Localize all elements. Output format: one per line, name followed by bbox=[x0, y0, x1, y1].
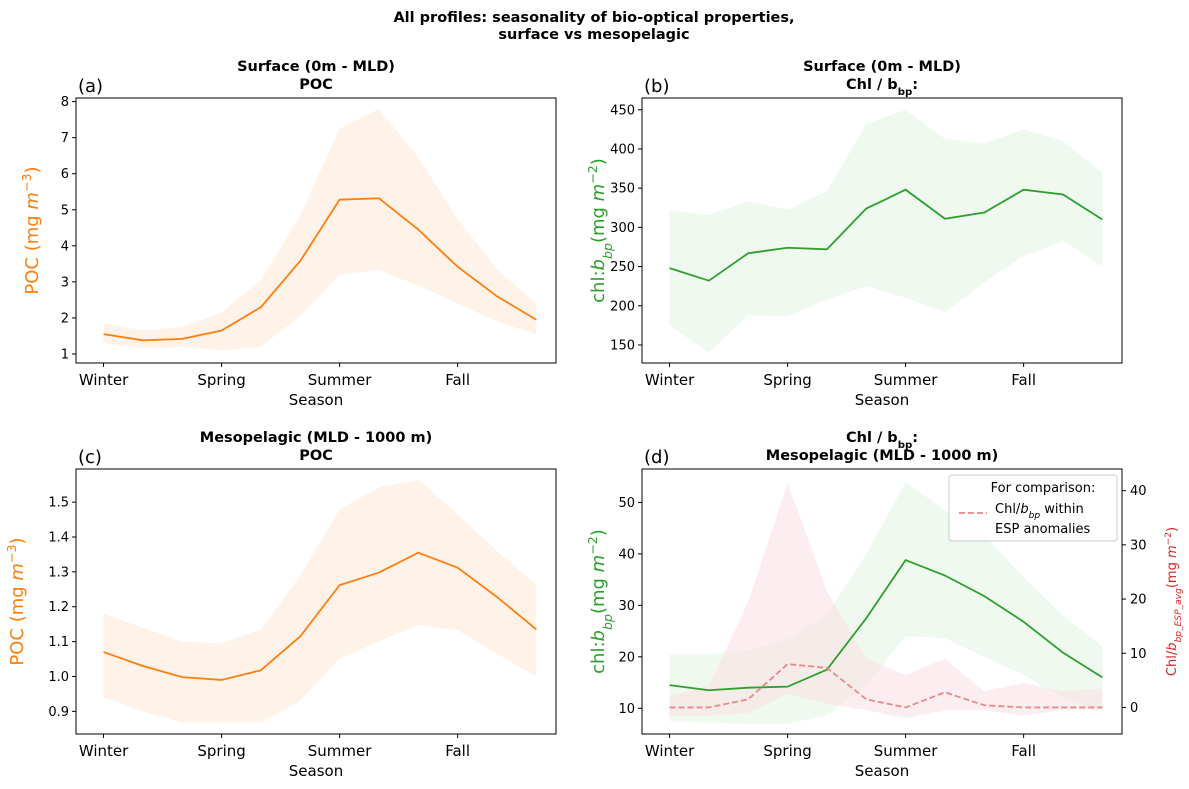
y-tick-label-d: 10 bbox=[618, 702, 635, 717]
x-tick-label-a: Summer bbox=[308, 371, 372, 389]
y-tick-label-c: 1.4 bbox=[48, 530, 69, 545]
axes-frame-c bbox=[75, 468, 557, 735]
y-tick-label-c: 1.0 bbox=[48, 670, 69, 685]
panel-title-line1-a: Surface (0m - MLD) bbox=[237, 59, 395, 75]
x-axis-label-c: Season bbox=[289, 762, 343, 780]
y-tick-label-a: 1 bbox=[61, 347, 69, 362]
axes-frame-a bbox=[75, 97, 557, 364]
y-right-axis-label-d: Chl/bbp_ESP_avg(mg m−2) bbox=[1164, 527, 1184, 676]
axes-frame-b bbox=[641, 97, 1123, 364]
y-tick-label-c: 1.3 bbox=[48, 565, 69, 580]
y-right-tick-label-d: 20 bbox=[1130, 593, 1147, 608]
x-axis-label-a: Season bbox=[289, 391, 343, 409]
y-tick-label-a: 7 bbox=[61, 131, 69, 146]
y-tick-label-b: 250 bbox=[610, 260, 635, 275]
panel-title-line2-a: POC bbox=[299, 77, 333, 93]
y-right-tick-label-d: 30 bbox=[1130, 538, 1147, 553]
plot-area-b bbox=[669, 109, 1103, 353]
y-tick-label-a: 3 bbox=[61, 275, 69, 290]
x-tick-label-b: Winter bbox=[645, 371, 695, 389]
legend-title: For comparison: bbox=[991, 481, 1096, 496]
x-tick-label-d: Spring bbox=[763, 742, 811, 760]
y-axis-label-b: chl:bbp(mg m−2) bbox=[585, 158, 615, 303]
plot-area-a bbox=[103, 108, 537, 351]
series-line-a-0 bbox=[103, 197, 537, 342]
y-tick-label-a: 6 bbox=[61, 167, 69, 182]
plot-area-d bbox=[669, 481, 1103, 724]
x-tick-label-a: Winter bbox=[79, 371, 129, 389]
x-axis-label-b: Season bbox=[855, 391, 909, 409]
x-tick-label-b: Fall bbox=[1011, 371, 1036, 389]
panel-letter-d: (d) bbox=[644, 447, 669, 468]
panel-title-line2-b: Chl / bbp: bbox=[846, 77, 918, 98]
figure-title-line1: All profiles: seasonality of bio-optical… bbox=[393, 10, 794, 26]
y-tick-label-d: 40 bbox=[618, 547, 635, 562]
y-tick-label-b: 450 bbox=[610, 103, 635, 118]
plot-area-c bbox=[103, 479, 537, 723]
x-tick-label-b: Spring bbox=[763, 371, 811, 389]
y-tick-label-b: 350 bbox=[610, 182, 635, 197]
panel-title-line1-c: Mesopelagic (MLD - 1000 m) bbox=[200, 430, 432, 446]
y-tick-label-d: 20 bbox=[618, 650, 635, 665]
confidence-band-d-1 bbox=[669, 482, 1103, 719]
x-tick-label-c: Winter bbox=[79, 742, 129, 760]
x-tick-label-c: Summer bbox=[308, 742, 372, 760]
x-tick-label-a: Spring bbox=[197, 371, 245, 389]
y-axis-label-d: chl:bbp(mg m−2) bbox=[585, 529, 615, 674]
series-line-b-0 bbox=[669, 188, 1103, 282]
confidence-band-c-0 bbox=[103, 479, 537, 723]
panel-c: Winter Spring Summer Fall Season 0.9 1.0 1.1 1.2… bbox=[4, 430, 557, 780]
panel-b: Winter Spring Summer Fall Season 150 200 250 300… bbox=[585, 59, 1123, 409]
y-tick-label-d: 50 bbox=[618, 496, 635, 511]
panel-letter-a: (a) bbox=[78, 76, 103, 97]
y-tick-label-d: 30 bbox=[618, 599, 635, 614]
axes-frame-d bbox=[641, 468, 1123, 735]
x-axis-label-d: Season bbox=[855, 762, 909, 780]
x-tick-label-d: Summer bbox=[874, 742, 938, 760]
panel-letter-b: (b) bbox=[644, 76, 669, 97]
x-tick-label-d: Winter bbox=[645, 742, 695, 760]
legend-label-line2: ESP anomalies bbox=[995, 522, 1090, 537]
series-line-d-0 bbox=[669, 558, 1103, 692]
y-axis-label-a: POC (mg m−3) bbox=[19, 166, 44, 294]
x-tick-label-b: Summer bbox=[874, 371, 938, 389]
y-right-tick-label-d: 40 bbox=[1130, 484, 1147, 499]
panel-a: Winter Spring Summer Fall Season 1 2 3 4 5 6 7 8 POC … bbox=[19, 59, 557, 409]
panel-title-line2-c: POC bbox=[299, 448, 333, 464]
x-tick-label-c: Spring bbox=[197, 742, 245, 760]
x-tick-label-a: Fall bbox=[445, 371, 470, 389]
y-tick-label-a: 2 bbox=[61, 311, 69, 326]
confidence-band-b-0 bbox=[669, 109, 1103, 353]
y-tick-label-c: 1.2 bbox=[48, 600, 69, 615]
y-tick-label-c: 1.1 bbox=[48, 635, 69, 650]
series-line-c-0 bbox=[103, 551, 537, 681]
y-tick-label-a: 8 bbox=[61, 95, 69, 110]
x-tick-label-d: Fall bbox=[1011, 742, 1036, 760]
panel-d: Winter Spring Summer Fall Season 10 20 30 40 50 ch… bbox=[585, 430, 1185, 780]
legend-box bbox=[948, 474, 1118, 542]
series-line-d-1 bbox=[669, 663, 1103, 709]
y-tick-label-a: 4 bbox=[61, 239, 69, 254]
panel-title-line1-b: Surface (0m - MLD) bbox=[803, 59, 961, 75]
y-tick-label-b: 400 bbox=[610, 142, 635, 157]
y-tick-label-b: 200 bbox=[610, 299, 635, 314]
y-tick-label-b: 150 bbox=[610, 338, 635, 353]
y-right-tick-label-d: 0 bbox=[1130, 701, 1138, 716]
panel-title-line2-d: Mesopelagic (MLD - 1000 m) bbox=[766, 448, 998, 464]
y-tick-label-a: 5 bbox=[61, 203, 69, 218]
y-tick-label-c: 0.9 bbox=[48, 705, 69, 720]
y-tick-label-b: 300 bbox=[610, 221, 635, 236]
figure-title-line2: surface vs mesopelagic bbox=[498, 27, 689, 43]
y-axis-label-c: POC (mg m−3) bbox=[4, 537, 29, 665]
legend-label-line1: Chl/bbp within bbox=[995, 502, 1084, 521]
x-tick-label-c: Fall bbox=[445, 742, 470, 760]
y-tick-label-c: 1.5 bbox=[48, 496, 69, 511]
y-right-tick-label-d: 10 bbox=[1130, 647, 1147, 662]
panel-title-line1-d: Chl / bbp: bbox=[846, 430, 918, 451]
panel-letter-c: (c) bbox=[78, 447, 102, 468]
